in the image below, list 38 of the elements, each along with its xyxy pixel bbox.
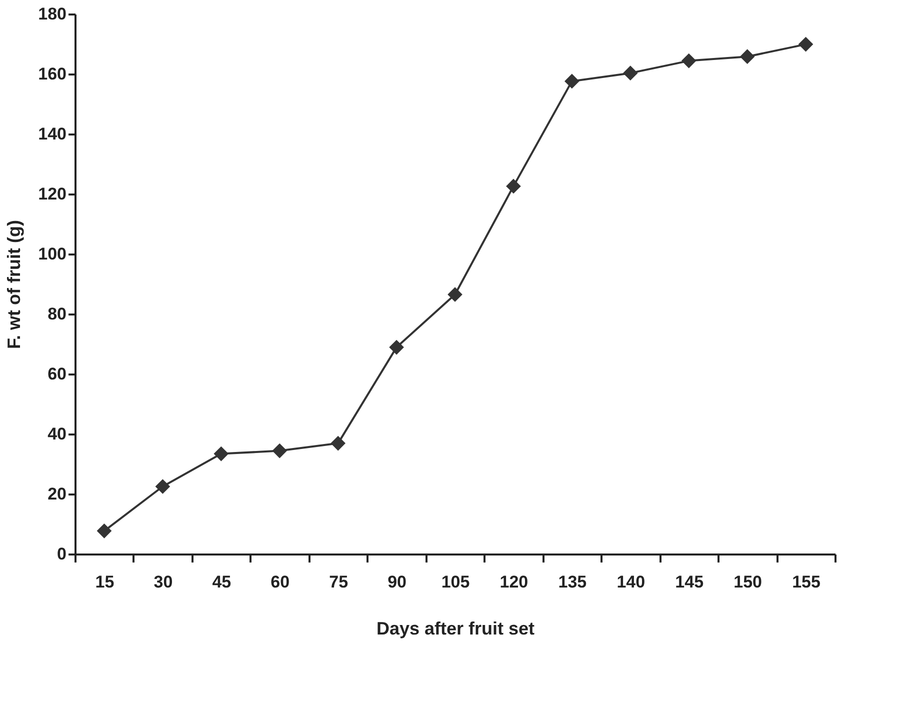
point (681, 53, 696, 68)
y-tick-label: 80 (48, 304, 66, 324)
y-tick-label: 100 (38, 244, 66, 264)
y-tick-label: 120 (38, 184, 66, 204)
y-axis-title: F. wt of fruit (g) (4, 220, 24, 349)
y-tick-label: 20 (48, 484, 66, 504)
x-tick-label: 150 (734, 572, 762, 592)
point (798, 36, 814, 52)
y-tick-label: 40 (48, 424, 66, 444)
point (389, 340, 404, 355)
x-tick-label: 145 (675, 572, 704, 592)
y-tick-label: 0 (57, 544, 66, 564)
x-tick-label: 135 (558, 572, 587, 592)
y-tick-label: 160 (38, 64, 66, 84)
point (506, 178, 521, 194)
point (272, 443, 288, 458)
y-tick-label: 60 (48, 364, 66, 384)
point (330, 436, 346, 451)
x-tick-label: 120 (500, 572, 528, 592)
x-tick-label: 60 (270, 572, 290, 592)
point (155, 479, 170, 494)
x-tick-label: 30 (154, 572, 173, 592)
y-tick-label: 180 (38, 4, 66, 24)
point (622, 66, 638, 81)
x-tick-label: 155 (792, 572, 820, 592)
point (448, 287, 462, 302)
x-tick-label: 90 (388, 572, 406, 592)
point (564, 74, 580, 89)
x-tick-label: 75 (329, 572, 348, 592)
x-tick-label: 105 (441, 572, 470, 592)
x-axis-title: Days after fruit set (376, 618, 535, 638)
y-tick-label: 140 (38, 124, 66, 144)
x-tick-label: 45 (212, 572, 232, 592)
x-tick-label: 15 (95, 572, 114, 592)
x-tick-label: 140 (616, 572, 646, 592)
point (214, 446, 229, 462)
point (96, 523, 112, 538)
point (740, 49, 755, 64)
